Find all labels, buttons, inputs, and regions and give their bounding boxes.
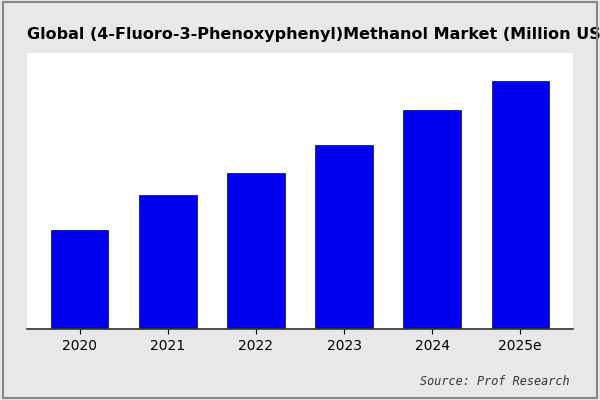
Bar: [51, 230, 109, 329]
Bar: [491, 81, 549, 329]
Text: Global (4-Fluoro-3-Phenoxyphenyl)Methanol Market (Million USD): Global (4-Fluoro-3-Phenoxyphenyl)Methano…: [27, 27, 600, 42]
Text: Source: Prof Research: Source: Prof Research: [421, 375, 570, 388]
Bar: [403, 110, 461, 329]
Bar: [316, 145, 373, 329]
Bar: [139, 195, 197, 329]
Bar: [227, 173, 284, 329]
